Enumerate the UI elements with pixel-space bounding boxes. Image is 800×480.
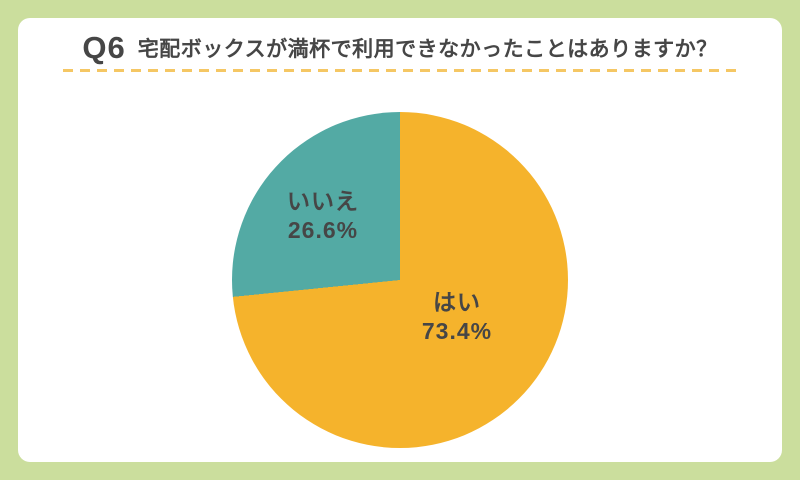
slice-label-no-text: いいえ	[287, 188, 359, 214]
chart-title: Q6 宅配ボックスが満杯で利用できなかったことはありますか？	[18, 30, 782, 66]
question-text: 宅配ボックスが満杯で利用できなかったことはありますか？	[137, 38, 718, 61]
slice-label-yes-text: はい	[433, 289, 481, 315]
slice-label-yes: はい 73.4%	[422, 288, 492, 346]
dashed-divider	[63, 69, 737, 72]
slice-label-no-percent: 26.6%	[287, 217, 359, 243]
question-number: Q6	[82, 30, 126, 65]
pie-chart	[232, 112, 568, 448]
pie-chart-area: いいえ 26.6% はい 73.4%	[232, 112, 568, 448]
slice-label-no: いいえ 26.6%	[287, 187, 359, 245]
slice-label-yes-percent: 73.4%	[421, 318, 493, 344]
chart-card: Q6 宅配ボックスが満杯で利用できなかったことはありますか？ いいえ 26.6% …	[18, 18, 782, 462]
